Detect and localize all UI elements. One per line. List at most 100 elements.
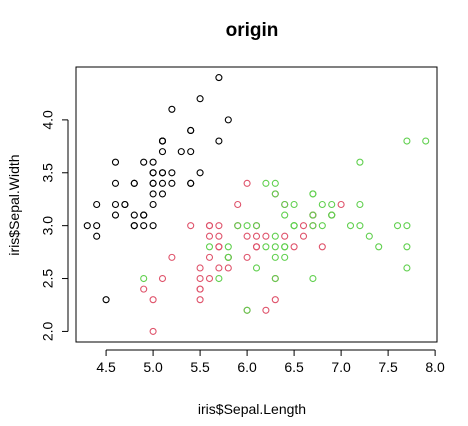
x-tick-label: 8.0 xyxy=(425,359,445,375)
data-point xyxy=(111,179,120,187)
data-point xyxy=(309,222,317,230)
data-point xyxy=(196,285,204,293)
data-point xyxy=(205,243,214,251)
data-point xyxy=(271,296,279,304)
data-point xyxy=(290,243,298,251)
data-point xyxy=(111,158,120,166)
data-point xyxy=(328,200,336,209)
data-point xyxy=(130,222,138,230)
data-point xyxy=(356,158,364,166)
data-point xyxy=(140,274,148,283)
data-point xyxy=(111,211,120,219)
data-point xyxy=(243,232,251,240)
data-point xyxy=(271,274,279,283)
data-point xyxy=(93,200,101,209)
data-point xyxy=(121,200,129,209)
data-point xyxy=(102,296,110,304)
data-point xyxy=(356,222,364,230)
data-point xyxy=(187,222,195,230)
data-point xyxy=(158,148,167,156)
data-point xyxy=(318,243,326,251)
data-point xyxy=(281,211,289,219)
data-point xyxy=(205,232,214,240)
data-point xyxy=(243,222,251,230)
data-point xyxy=(318,222,326,230)
data-point xyxy=(215,137,223,145)
data-point xyxy=(111,200,120,209)
data-point xyxy=(93,222,101,230)
x-tick-label: 7.0 xyxy=(331,359,351,375)
data-point xyxy=(158,179,167,187)
data-point xyxy=(149,222,157,230)
data-point xyxy=(271,190,279,198)
data-point xyxy=(215,264,223,272)
chart-title: origin xyxy=(226,20,279,41)
data-point xyxy=(196,264,204,272)
data-point xyxy=(318,200,326,209)
data-point xyxy=(158,274,167,283)
data-point xyxy=(403,243,411,251)
data-point xyxy=(177,148,185,156)
data-point xyxy=(243,253,251,261)
data-point xyxy=(271,232,279,240)
data-point xyxy=(215,243,223,251)
data-point xyxy=(281,200,289,209)
data-point xyxy=(215,222,223,230)
y-tick-label: 3.0 xyxy=(40,216,56,236)
data-point xyxy=(149,179,157,187)
y-axis-label: iris$Sepal.Width xyxy=(6,154,22,255)
data-point xyxy=(403,222,411,230)
data-point xyxy=(93,232,101,240)
data-point xyxy=(309,190,317,198)
data-point xyxy=(299,222,308,230)
data-point xyxy=(168,169,176,177)
data-point xyxy=(281,253,289,261)
data-point xyxy=(149,296,157,304)
data-point xyxy=(365,232,373,240)
data-point xyxy=(403,264,411,272)
data-point xyxy=(149,158,157,166)
data-point xyxy=(224,116,232,124)
data-point xyxy=(262,179,270,187)
data-point xyxy=(215,274,223,283)
data-point xyxy=(271,243,279,251)
data-point xyxy=(309,211,317,219)
data-point xyxy=(196,169,204,177)
x-tick-label: 6.5 xyxy=(284,359,304,375)
data-point xyxy=(149,169,157,177)
data-point xyxy=(149,200,157,209)
data-point xyxy=(281,232,289,240)
y-tick-label: 2.0 xyxy=(40,321,56,341)
y-axis: 2.0 2.5 3.0 3.5 4.0 xyxy=(40,110,69,341)
data-point xyxy=(187,126,195,135)
data-point xyxy=(196,296,204,304)
x-tick-label: 7.5 xyxy=(378,359,398,375)
data-point xyxy=(356,200,364,209)
data-point xyxy=(234,222,242,230)
data-point xyxy=(346,222,355,230)
data-point xyxy=(158,169,167,177)
data-point xyxy=(262,232,270,240)
data-point xyxy=(187,148,195,156)
data-point xyxy=(403,137,411,145)
data-point xyxy=(290,200,298,209)
x-tick-label: 6.0 xyxy=(237,359,257,375)
data-point xyxy=(262,243,270,251)
data-point xyxy=(234,200,242,209)
data-point xyxy=(158,137,167,145)
data-point xyxy=(393,222,402,230)
data-point xyxy=(205,253,214,261)
points-layer xyxy=(83,74,430,335)
data-point xyxy=(224,253,232,261)
y-tick-label: 2.5 xyxy=(40,269,56,289)
data-point xyxy=(224,243,232,251)
data-point xyxy=(243,306,251,314)
data-point xyxy=(149,190,157,198)
data-point xyxy=(215,74,223,82)
data-point xyxy=(281,243,289,251)
data-point xyxy=(328,211,336,219)
data-point xyxy=(337,200,345,209)
data-point xyxy=(83,222,91,230)
data-point xyxy=(140,158,148,166)
